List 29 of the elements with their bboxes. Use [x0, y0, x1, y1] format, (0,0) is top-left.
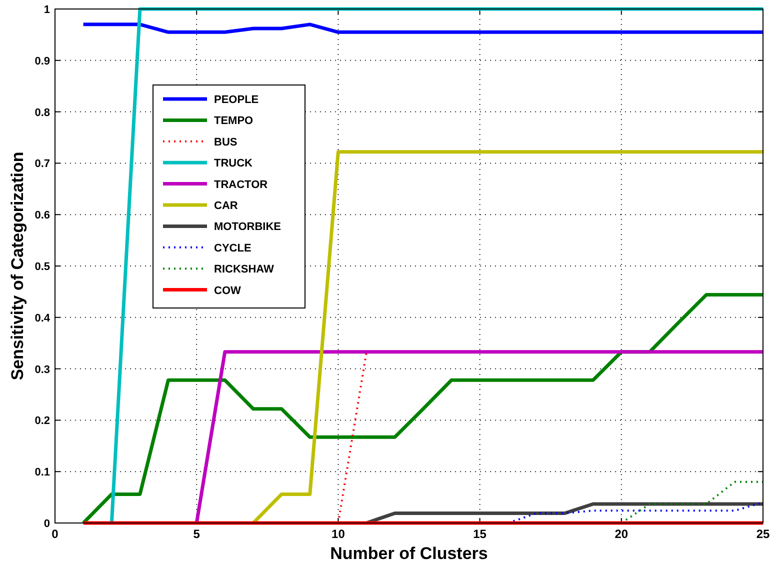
x-tick-label: 25: [756, 527, 770, 541]
legend-label: RICKSHAW: [214, 264, 275, 276]
y-tick-label: 0.4: [34, 312, 51, 324]
y-tick-label: 0.1: [34, 466, 50, 479]
legend-label: MOTORBIKE: [214, 221, 282, 234]
x-tick-label: 20: [614, 527, 628, 541]
legend-label: COW: [214, 284, 242, 297]
x-axis-title: Number of Clusters: [330, 544, 488, 563]
legend-label: TRUCK: [214, 158, 253, 170]
legend-label: TEMPO: [214, 115, 254, 128]
y-tick-label: 0: [44, 518, 50, 530]
legend-label: CYCLE: [214, 242, 252, 254]
y-tick-label: 1: [44, 4, 50, 16]
y-axis-title: Sensitivity of Categorization: [8, 152, 27, 380]
y-tick-label: 0.7: [34, 158, 50, 170]
line-series: [82, 293, 765, 525]
x-tick-label: 10: [332, 527, 346, 541]
legend-label: PEOPLE: [214, 94, 259, 106]
legend-label: BUS: [214, 136, 238, 148]
y-tick-label: 0.6: [34, 210, 50, 222]
x-tick-label: 5: [193, 527, 200, 541]
y-tick-label: 0.3: [34, 364, 50, 376]
x-tick-label: 15: [473, 527, 487, 541]
legend-label: TRACTOR: [214, 178, 268, 191]
legend-label: CAR: [214, 200, 238, 212]
y-tick-label: 0.5: [34, 261, 50, 273]
y-tick-label: 0.8: [34, 106, 50, 119]
y-tick-label: 0.2: [34, 415, 50, 428]
y-tick-label: 0.9: [34, 55, 50, 68]
